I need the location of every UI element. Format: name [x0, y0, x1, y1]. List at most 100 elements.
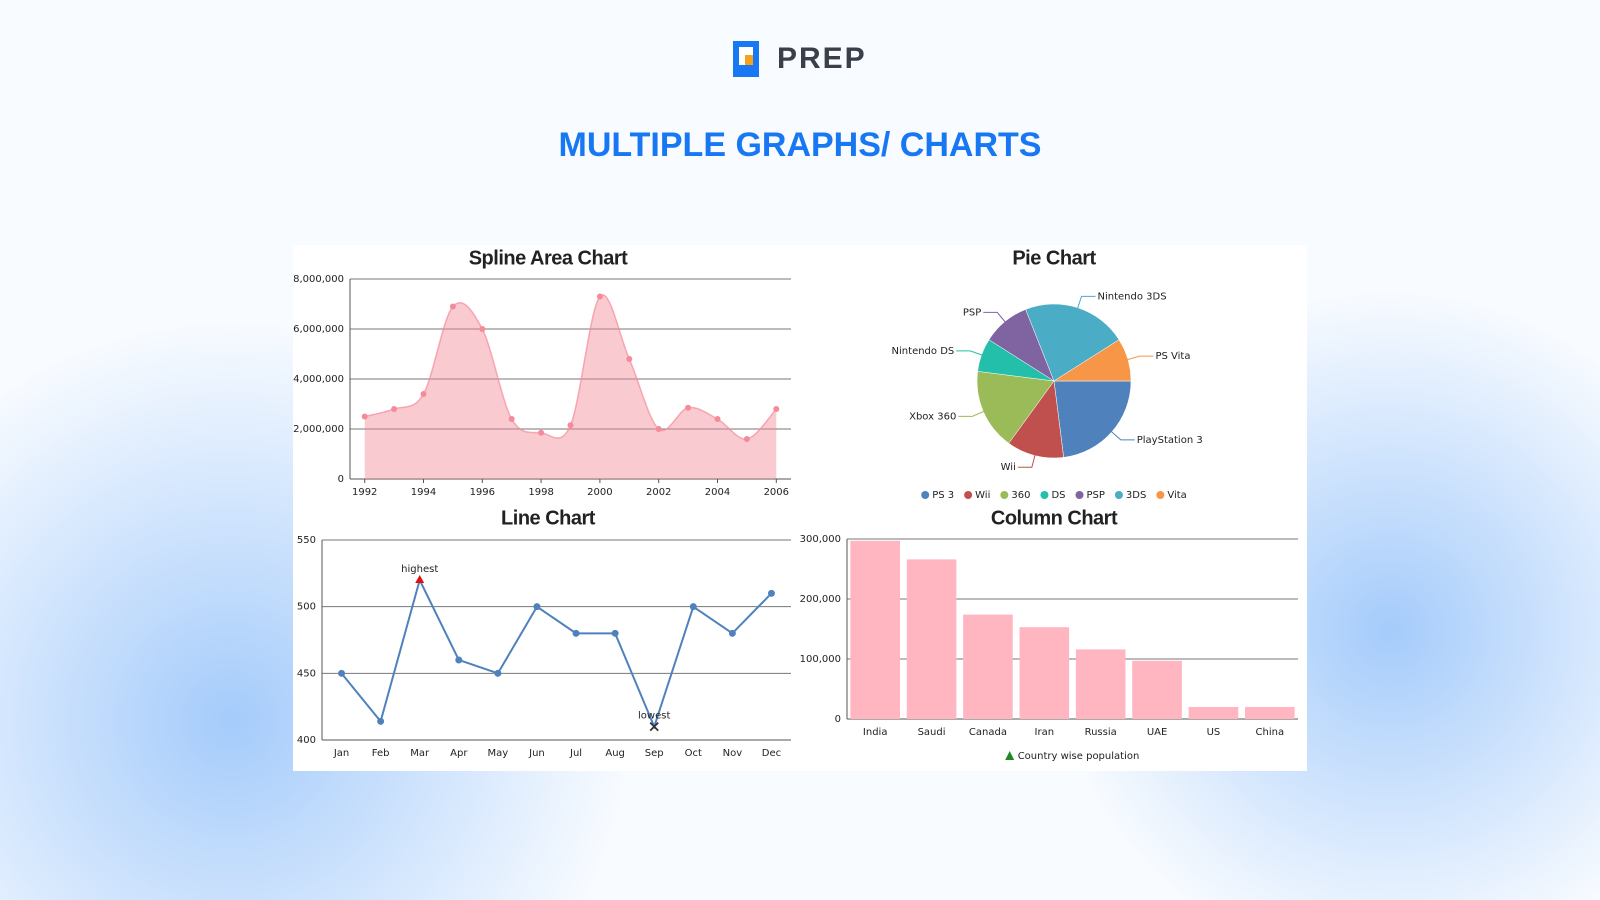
chart-title: Pie Chart — [1012, 247, 1096, 269]
y-tick-label: 0 — [338, 474, 344, 485]
x-tick-label: 1992 — [352, 487, 377, 498]
x-tick-label: Saudi — [918, 727, 946, 738]
point — [649, 722, 659, 732]
x-tick-label: Jul — [569, 748, 582, 759]
slice-label: PSP — [963, 307, 981, 318]
legend-marker — [1075, 491, 1084, 499]
bar — [1019, 627, 1070, 719]
x-tick-label: 1996 — [470, 487, 495, 498]
x-tick-label: Sep — [645, 748, 664, 759]
point — [773, 406, 780, 412]
point — [567, 422, 574, 429]
point — [572, 629, 580, 637]
x-tick-label: Nov — [723, 748, 743, 759]
bar — [963, 614, 1013, 719]
x-tick-label: 1998 — [528, 487, 553, 498]
logo: PREP — [733, 41, 867, 77]
x-tick-label: Mar — [410, 748, 430, 759]
point — [449, 303, 456, 310]
slice-label: PlayStation 3 — [1137, 435, 1203, 446]
y-tick-label: 200,000 — [800, 594, 841, 605]
x-tick-label: 2006 — [764, 487, 789, 498]
point — [743, 436, 750, 442]
slice-label: Xbox 360 — [909, 411, 956, 422]
point — [714, 416, 721, 422]
point-label: highest — [401, 564, 438, 575]
bar — [1075, 649, 1126, 719]
point — [685, 404, 692, 411]
point — [626, 356, 633, 362]
point — [538, 429, 545, 436]
bar — [1245, 707, 1295, 719]
legend-marker — [1040, 491, 1049, 499]
legend: PS 3 Wii 360 DS PSP 3DS Vita — [921, 490, 1187, 501]
x-tick-label: 2002 — [646, 487, 671, 498]
x-tick-label: Dec — [762, 748, 781, 759]
x-tick-label: 2004 — [705, 487, 730, 498]
leader-line — [1076, 295, 1096, 312]
point — [338, 669, 346, 677]
point — [361, 413, 368, 420]
legend-marker — [1000, 491, 1009, 499]
y-tick-label: 400 — [297, 735, 316, 746]
legend-marker — [1005, 751, 1015, 760]
slice-label: Wii — [1001, 462, 1016, 473]
x-tick-label: Feb — [372, 748, 390, 759]
bar — [1132, 660, 1182, 719]
x-tick-label: US — [1207, 727, 1221, 738]
leader-line — [956, 350, 986, 357]
legend: Country wise population — [1005, 751, 1139, 762]
area-line — [364, 294, 777, 440]
x-tick-label: Oct — [685, 748, 702, 759]
point — [689, 603, 697, 611]
leader-line — [983, 311, 1008, 326]
legend-label: 3DS — [1126, 490, 1146, 501]
y-tick-label: 450 — [297, 668, 316, 679]
line — [340, 577, 773, 730]
point — [655, 426, 662, 432]
logo-text: PREP — [777, 42, 867, 75]
y-tick-label: 8,000,000 — [293, 274, 344, 285]
point — [415, 575, 425, 583]
leader-line — [1123, 355, 1154, 362]
x-tick-label: Iran — [1035, 727, 1055, 738]
legend-label: Wii — [975, 490, 990, 501]
slice-label: Nintendo DS — [892, 346, 955, 357]
point — [494, 669, 502, 677]
legend-label: PS 3 — [932, 490, 954, 501]
y-tick-label: 0 — [835, 714, 841, 725]
bar — [850, 540, 900, 719]
area — [364, 294, 777, 479]
x-tick-label: India — [863, 727, 888, 738]
legend-label: Vita — [1167, 490, 1186, 501]
point — [611, 629, 619, 637]
chart-title: Column Chart — [991, 507, 1118, 529]
legend-label: 360 — [1011, 490, 1030, 501]
slice-label: PS Vita — [1155, 351, 1190, 362]
bar — [1188, 707, 1239, 719]
x-tick-label: Canada — [969, 727, 1007, 738]
slice-label: Nintendo 3DS — [1098, 291, 1167, 302]
y-tick-label: 300,000 — [800, 534, 841, 545]
x-tick-label: 2000 — [587, 487, 612, 498]
legend-label: PSP — [1087, 490, 1105, 501]
point — [596, 293, 603, 300]
point — [508, 416, 515, 422]
legend-marker — [921, 491, 930, 499]
legend-marker — [1114, 491, 1123, 499]
leader-line — [1017, 451, 1037, 468]
legend-label: DS — [1051, 490, 1065, 501]
x-tick-label: Apr — [450, 748, 468, 759]
logo-icon-accent — [745, 55, 753, 65]
chart-title: Spline Area Chart — [469, 247, 628, 269]
point — [391, 406, 398, 412]
x-tick-label: Aug — [605, 748, 625, 759]
page-title: MULTIPLE GRAPHS/ CHARTS — [559, 126, 1042, 164]
x-tick-label: 1994 — [411, 487, 436, 498]
x-tick-label: Russia — [1085, 727, 1117, 738]
point — [728, 629, 736, 637]
point — [455, 656, 463, 664]
x-tick-label: Jun — [528, 748, 545, 759]
